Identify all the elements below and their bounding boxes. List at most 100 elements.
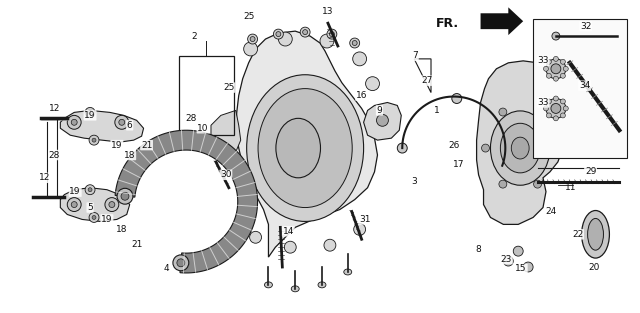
Circle shape [547,99,551,104]
Text: 30: 30 [220,170,232,179]
Polygon shape [211,110,241,155]
Circle shape [503,256,513,266]
Text: 2: 2 [191,32,197,41]
Text: 33: 33 [537,98,548,107]
Text: 4: 4 [164,264,169,274]
Text: 5: 5 [87,203,93,212]
Circle shape [543,106,548,111]
Circle shape [67,115,81,129]
Circle shape [71,119,77,125]
Circle shape [563,106,568,111]
Ellipse shape [490,111,550,185]
Circle shape [551,144,559,152]
Text: 9: 9 [376,106,382,115]
Text: 12: 12 [49,104,60,113]
Ellipse shape [300,27,310,37]
Circle shape [552,32,560,40]
Ellipse shape [344,269,352,275]
Ellipse shape [276,118,321,178]
Circle shape [534,180,541,188]
Text: 6: 6 [127,121,132,130]
Text: 14: 14 [283,227,294,236]
Text: 1: 1 [434,106,440,115]
Circle shape [105,198,119,212]
Text: 18: 18 [124,151,136,160]
Text: 15: 15 [515,264,527,274]
Circle shape [89,135,99,145]
Circle shape [554,56,558,61]
Circle shape [563,66,568,71]
Circle shape [92,138,96,142]
Text: 21: 21 [131,240,142,249]
Circle shape [115,115,129,129]
Ellipse shape [349,38,360,48]
Circle shape [561,113,565,118]
Circle shape [376,114,388,126]
Text: 11: 11 [565,183,577,192]
Text: 28: 28 [186,114,197,123]
Text: 28: 28 [49,151,60,160]
Text: 31: 31 [359,215,371,224]
Polygon shape [481,7,523,35]
Text: 19: 19 [111,141,123,150]
Circle shape [121,192,129,200]
Text: 12: 12 [39,173,50,182]
Circle shape [88,188,92,192]
Text: 3: 3 [412,177,417,186]
Circle shape [109,202,115,208]
Text: FR.: FR. [436,17,459,30]
Circle shape [397,143,407,153]
Ellipse shape [246,75,364,221]
Circle shape [523,262,533,272]
Polygon shape [60,188,130,221]
Ellipse shape [284,241,296,253]
Circle shape [543,66,548,71]
Text: 27: 27 [421,76,433,85]
Ellipse shape [327,29,337,39]
Ellipse shape [258,89,352,208]
Ellipse shape [248,34,257,44]
Text: 32: 32 [580,22,591,31]
Text: 22: 22 [572,230,583,239]
Ellipse shape [500,123,540,173]
Text: 16: 16 [356,91,367,100]
Ellipse shape [354,223,365,235]
Circle shape [67,198,81,212]
Text: 25: 25 [223,83,234,92]
Text: 29: 29 [585,167,596,176]
Circle shape [546,59,566,79]
Circle shape [561,73,565,78]
Text: 33: 33 [537,56,548,65]
Circle shape [117,188,133,204]
Circle shape [546,99,566,118]
Ellipse shape [320,34,334,48]
Text: 21: 21 [141,141,152,150]
Circle shape [92,215,96,219]
Circle shape [554,76,558,81]
Polygon shape [364,102,401,140]
Ellipse shape [353,52,367,66]
FancyBboxPatch shape [533,19,627,158]
Text: 19: 19 [70,187,81,196]
Ellipse shape [324,239,336,251]
Circle shape [173,255,189,271]
Text: 7: 7 [412,51,418,60]
Polygon shape [477,61,566,224]
Polygon shape [236,31,378,257]
Circle shape [561,59,565,64]
Ellipse shape [244,42,257,56]
Circle shape [71,202,77,208]
Ellipse shape [303,30,308,35]
Ellipse shape [365,77,380,90]
Circle shape [554,116,558,121]
Circle shape [534,108,541,116]
Text: 20: 20 [588,263,599,271]
Circle shape [452,94,461,104]
Circle shape [88,110,92,114]
Ellipse shape [273,29,284,39]
Ellipse shape [250,231,262,243]
Circle shape [547,73,551,78]
Circle shape [89,213,99,223]
Ellipse shape [352,41,357,45]
Circle shape [499,180,507,188]
